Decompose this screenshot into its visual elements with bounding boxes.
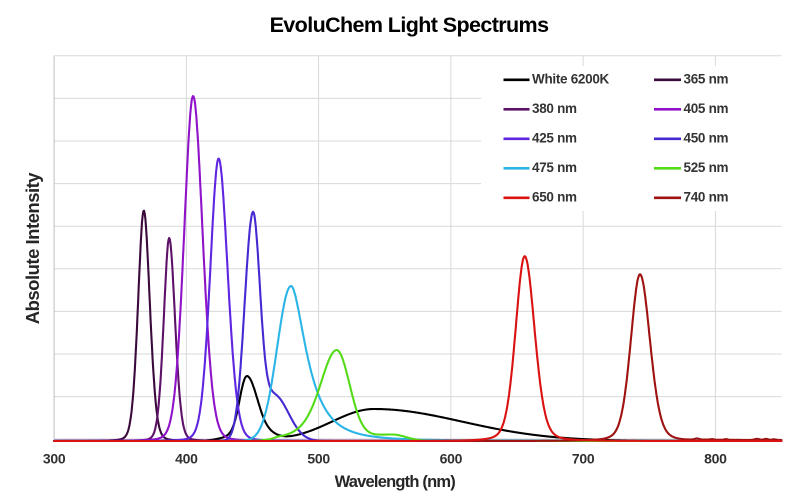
svg-text:425 nm: 425 nm — [532, 131, 577, 146]
svg-text:450 nm: 450 nm — [684, 131, 729, 146]
svg-text:800: 800 — [704, 450, 727, 466]
svg-text:400: 400 — [175, 450, 198, 466]
svg-text:380 nm: 380 nm — [532, 101, 577, 116]
svg-text:365 nm: 365 nm — [684, 72, 729, 87]
svg-text:740 nm: 740 nm — [684, 190, 729, 205]
svg-text:600: 600 — [440, 450, 463, 466]
svg-text:500: 500 — [307, 450, 330, 466]
svg-text:475 nm: 475 nm — [532, 160, 577, 175]
svg-text:405 nm: 405 nm — [684, 101, 729, 116]
svg-text:300: 300 — [43, 450, 66, 466]
svg-text:White 6200K: White 6200K — [532, 72, 610, 87]
svg-text:Wavelength (nm): Wavelength (nm) — [335, 473, 456, 491]
svg-text:650 nm: 650 nm — [532, 190, 577, 205]
svg-text:525 nm: 525 nm — [684, 160, 729, 175]
svg-text:EvoluChem Light Spectrums: EvoluChem Light Spectrums — [270, 13, 550, 37]
svg-text:700: 700 — [572, 450, 595, 466]
svg-text:Absolute Intensity: Absolute Intensity — [22, 172, 43, 325]
